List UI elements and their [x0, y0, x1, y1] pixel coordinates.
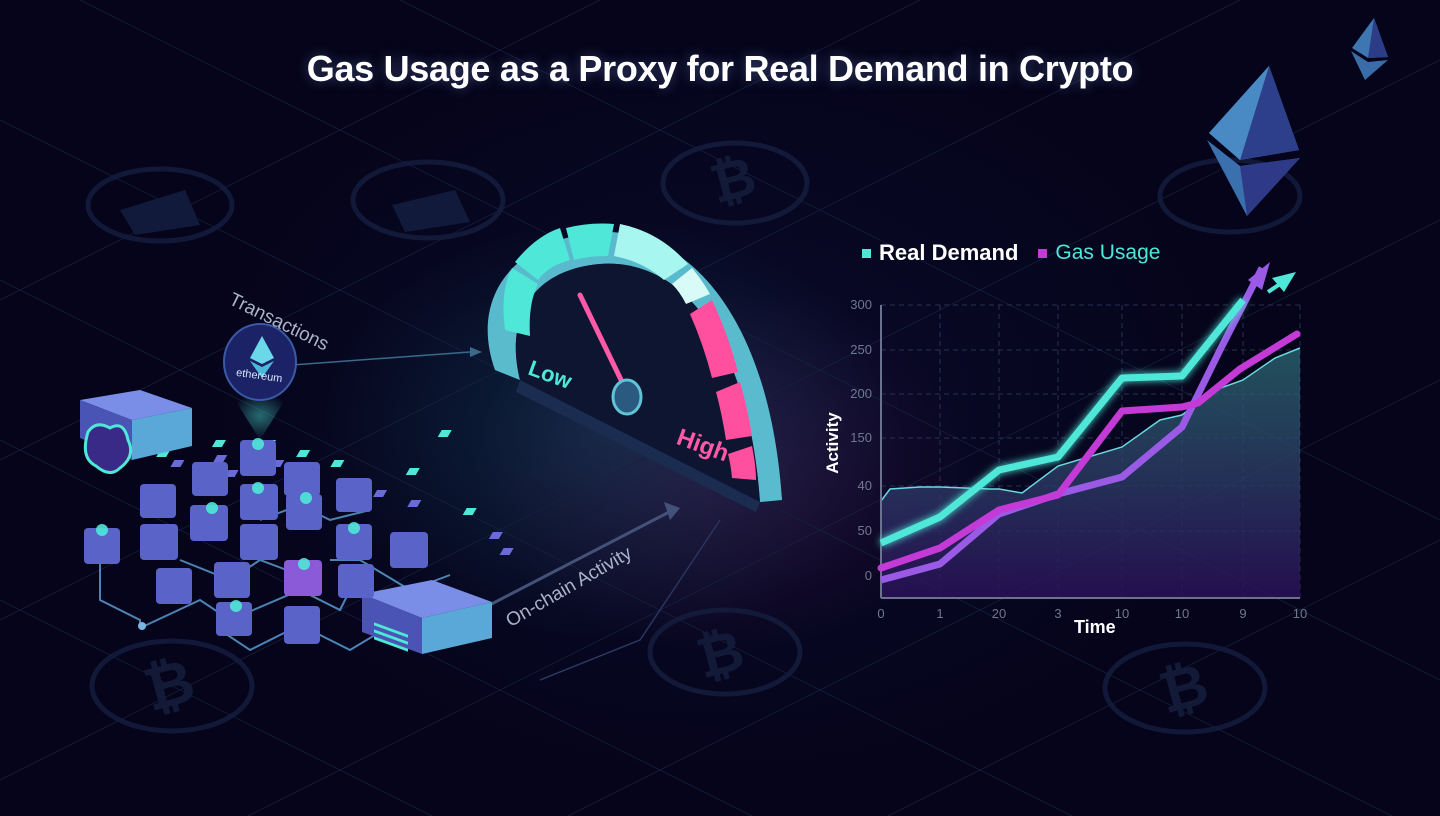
ethereum-coin-icon: [85, 166, 235, 244]
x-tick: 20: [991, 606, 1007, 621]
x-tick: 10: [1292, 606, 1308, 621]
ethereum-logo-icon: [1207, 66, 1300, 216]
x-tick: 0: [877, 606, 885, 621]
ethereum-coin-icon: [350, 159, 506, 241]
bitcoin-coin-icon: [1102, 641, 1268, 735]
y-tick: 50: [857, 523, 872, 538]
legend-swatch: [862, 248, 871, 258]
y-tick: 300: [850, 297, 872, 312]
onchain-arrow: [479, 508, 674, 612]
y-axis-label: Activity: [823, 412, 842, 474]
x-tick: 10: [1174, 606, 1190, 621]
svg-text:₿: ₿: [704, 144, 763, 216]
puzzle-badge: [83, 423, 133, 474]
y-tick: 200: [850, 386, 872, 401]
y-tick: 0: [864, 568, 872, 583]
x-tick: 3: [1054, 606, 1062, 621]
chart-legend: Real Demand Gas Usage: [862, 240, 1170, 266]
bitcoin-coin-icon: [647, 607, 803, 697]
bitcoin-coin-icon: [660, 140, 810, 226]
legend-swatch: [1038, 248, 1048, 258]
svg-text:₿: ₿: [1152, 649, 1215, 727]
svg-text:₿: ₿: [137, 646, 202, 726]
x-tick: 1: [936, 606, 944, 621]
page-title: Gas Usage as a Proxy for Real Demand in …: [306, 48, 1134, 89]
ethereum-logo-icon: [1351, 18, 1388, 80]
ethereum-badge: [223, 323, 297, 440]
y-tick: 40: [857, 478, 872, 493]
gauge-needle: [577, 292, 627, 389]
gauge-icon: [487, 223, 782, 512]
x-axis-label: Time: [1074, 617, 1116, 637]
y-tick: 250: [850, 342, 872, 357]
x-tick: 10: [1114, 606, 1130, 621]
chart: [877, 262, 1301, 599]
transactions-arrow: [291, 351, 471, 366]
legend-item-real-demand: Real Demand: [862, 240, 1018, 266]
svg-text:₿: ₿: [690, 617, 751, 692]
legend-item-gas-usage: Gas Usage: [1038, 241, 1160, 265]
blockchain-cube-icon: [84, 440, 428, 644]
bitcoin-coin-icon: [89, 638, 255, 734]
x-tick: 9: [1239, 606, 1247, 621]
y-tick: 150: [850, 430, 872, 445]
